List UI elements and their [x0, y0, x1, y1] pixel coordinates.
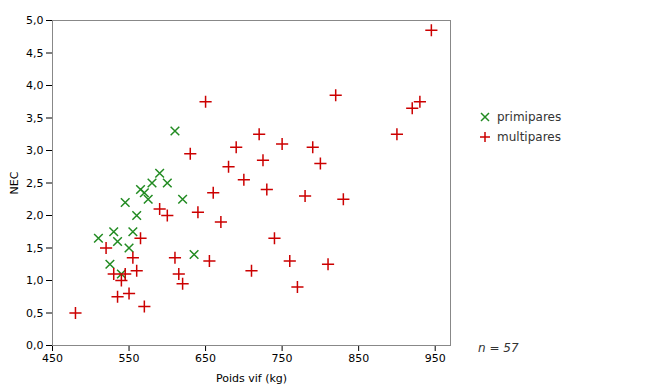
svg-text:3,0: 3,0 — [26, 144, 44, 157]
html-text:multipares: multipares — [497, 130, 561, 144]
svg-text:750: 750 — [272, 352, 293, 365]
svg-text:950: 950 — [425, 352, 446, 365]
svg-text:4,0: 4,0 — [26, 79, 44, 92]
svg-text:0,5: 0,5 — [26, 307, 44, 320]
svg-text:Poids vif (kg): Poids vif (kg) — [216, 372, 287, 385]
svg-text:4,5: 4,5 — [26, 47, 44, 60]
svg-text:1,0: 1,0 — [26, 274, 44, 287]
svg-text:850: 850 — [348, 352, 369, 365]
svg-text:650: 650 — [195, 352, 216, 365]
svg-text:2,0: 2,0 — [26, 209, 44, 222]
svg-text:3,5: 3,5 — [26, 112, 44, 125]
html-text:n = 57: n = 57 — [478, 341, 519, 355]
svg-text:1,5: 1,5 — [26, 242, 44, 255]
html-text:primipares: primipares — [497, 110, 562, 124]
svg-text:0,0: 0,0 — [26, 339, 44, 352]
svg-text:550: 550 — [119, 352, 140, 365]
svg-text:NEC: NEC — [8, 171, 21, 194]
svg-text:450: 450 — [42, 352, 63, 365]
svg-text:5,0: 5,0 — [26, 14, 44, 27]
svg-text:2,5: 2,5 — [26, 177, 44, 190]
